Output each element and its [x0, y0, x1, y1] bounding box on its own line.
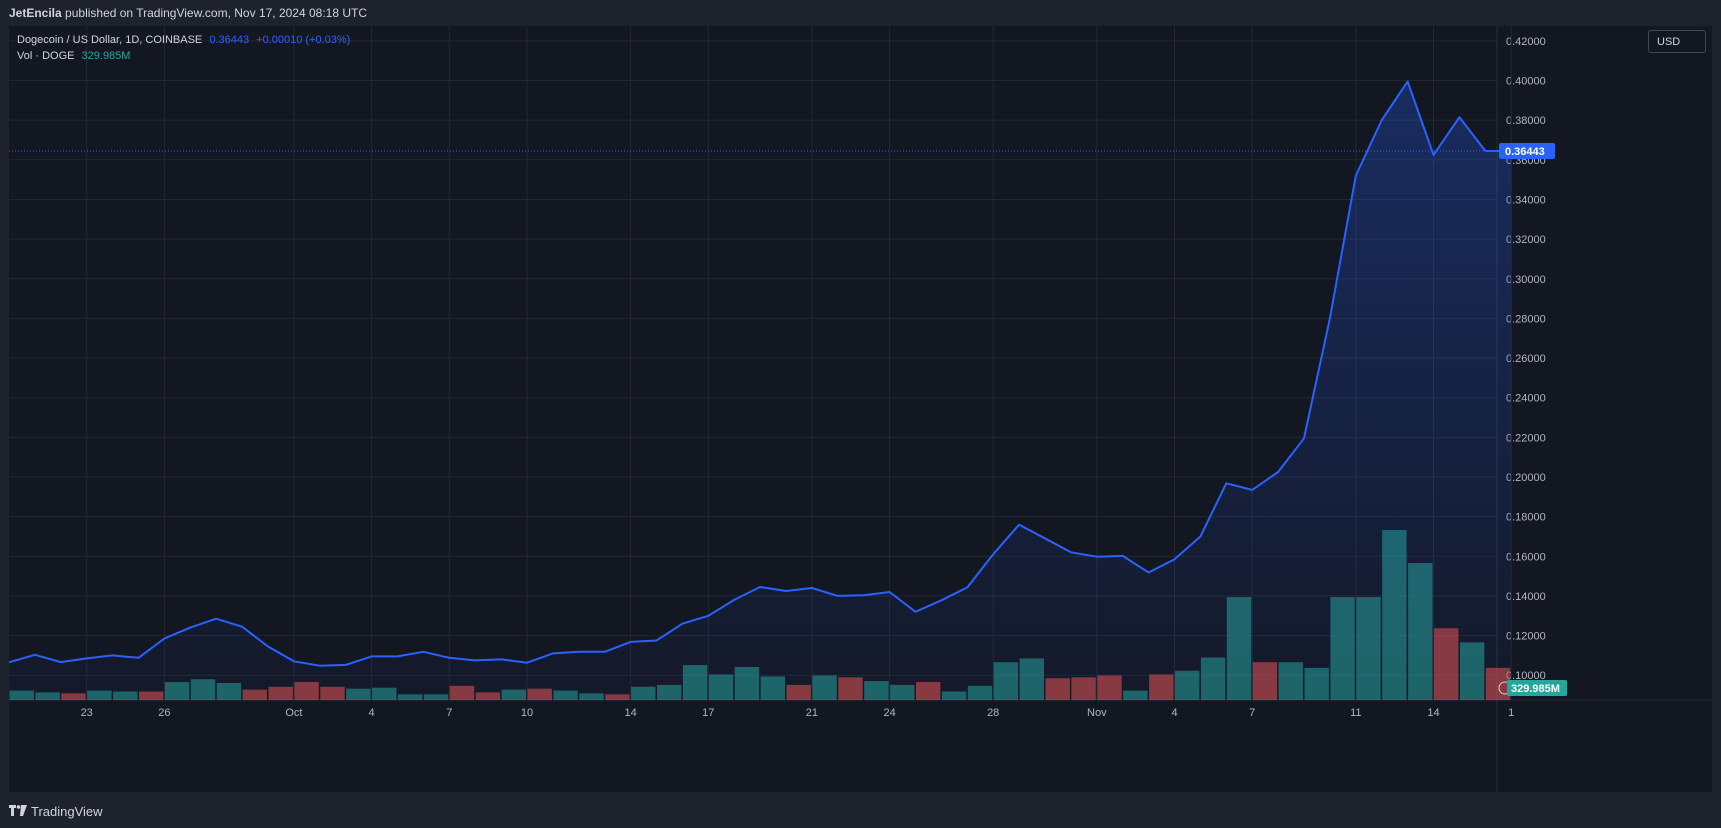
x-tick-label: 4 — [369, 707, 375, 719]
volume-value: 329.985M — [81, 50, 131, 62]
symbol-title[interactable]: Dogecoin / US Dollar, 1D, COINBASE — [17, 34, 203, 46]
legend-symbol-row: Dogecoin / US Dollar, 1D, COINBASE 0.364… — [17, 32, 350, 48]
price-badge — [1499, 143, 1555, 160]
y-tick-label: 0.32000 — [1506, 234, 1546, 246]
chart-legend: Dogecoin / US Dollar, 1D, COINBASE 0.364… — [17, 32, 350, 64]
price-area-fill — [9, 81, 1512, 700]
y-tick-label: 0.18000 — [1506, 512, 1546, 524]
x-tick-label: 10 — [521, 707, 533, 719]
price-badge-text: 0.36443 — [1505, 146, 1545, 158]
volume-badge-text: 329.985M — [1511, 683, 1560, 695]
tradingview-logo-icon — [9, 804, 27, 819]
x-tick-label: 7 — [1249, 707, 1255, 719]
y-tick-label: 0.22000 — [1506, 432, 1546, 444]
chart-area[interactable]: 0.10000 0.12000 0.14000 0.16000 0.18000 0.200… — [9, 26, 1712, 792]
publisher-name[interactable]: JetEncila — [9, 6, 62, 20]
footer: TradingView — [0, 795, 1721, 828]
y-tick-label: 0.24000 — [1506, 393, 1546, 405]
tradingview-logo-text: TradingView — [31, 804, 103, 819]
publish-info: JetEncila published on TradingView.com, … — [9, 6, 367, 20]
x-tick-label: 4 — [1171, 707, 1177, 719]
x-tick-label: 28 — [987, 707, 999, 719]
currency-button[interactable]: USD — [1648, 30, 1706, 53]
y-tick-label: 0.34000 — [1506, 194, 1546, 206]
y-tick-label: 0.42000 — [1506, 36, 1546, 48]
y-tick-label: 0.40000 — [1506, 76, 1546, 88]
price-chart[interactable]: 0.10000 0.12000 0.14000 0.16000 0.18000 0.200… — [9, 26, 1712, 792]
x-tick-label: 14 — [624, 707, 636, 719]
y-tick-label: 0.20000 — [1506, 472, 1546, 484]
y-tick-label: 0.12000 — [1506, 631, 1546, 643]
price-change-value: +0.00010 (+0.03%) — [256, 34, 351, 46]
volume-badge — [1507, 680, 1567, 696]
x-tick-label: Oct — [285, 707, 302, 719]
x-tick-label: 11 — [1350, 707, 1361, 719]
price-line[interactable] — [9, 80, 1512, 667]
y-tick-label: 0.30000 — [1506, 274, 1546, 286]
tradingview-logo[interactable]: TradingView — [9, 804, 103, 819]
legend-volume-row: Vol · DOGE 329.985M — [17, 48, 350, 64]
x-tick-label: 21 — [806, 707, 818, 719]
x-tick-label: 7 — [446, 707, 452, 719]
x-tick-label: 14 — [1427, 707, 1439, 719]
x-tick-label: 24 — [883, 707, 895, 719]
x-tick-label: 26 — [158, 707, 170, 719]
y-tick-label: 0.38000 — [1506, 115, 1546, 127]
x-tick-label: 23 — [81, 707, 93, 719]
volume-label[interactable]: Vol · DOGE — [17, 50, 75, 62]
y-tick-label: 0.14000 — [1506, 591, 1546, 603]
last-price-value: 0.36443 — [209, 34, 250, 46]
x-tick-label: 17 — [702, 707, 714, 719]
published-text: published on TradingView.com, Nov 17, 20… — [65, 6, 368, 20]
y-tick-label: 0.10000 — [1506, 670, 1546, 682]
y-tick-label: 0.26000 — [1506, 353, 1546, 365]
x-tick-label: Nov — [1087, 707, 1107, 719]
y-tick-label: 0.16000 — [1506, 551, 1546, 563]
x-tick-label: 1 — [1508, 707, 1514, 719]
top-bar: JetEncila published on TradingView.com, … — [0, 0, 1721, 26]
y-tick-label: 0.28000 — [1506, 313, 1546, 325]
